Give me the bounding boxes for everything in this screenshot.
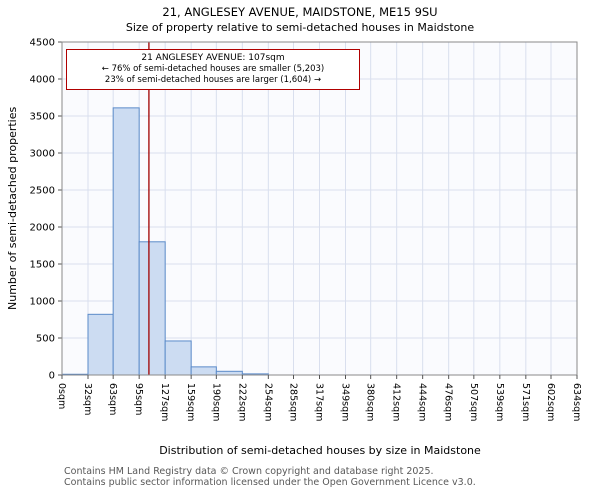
histogram-bar [164,340,192,376]
y-tick-label: 1500 [30,260,55,271]
chart-subtitle: Size of property relative to semi-detach… [125,21,475,34]
footer-attribution-2: Contains public sector information licen… [64,477,476,488]
histogram-bar [87,313,114,376]
x-tick-label: 95sqm [133,383,144,415]
y-tick-label: 2000 [30,223,55,234]
x-tick-label: 0sqm [56,383,67,409]
y-tick-label: 500 [36,334,55,345]
x-tick-label: 222sqm [236,383,247,421]
y-tick-label: 2500 [30,186,55,197]
histogram-bar [215,370,243,376]
annotation-smaller-pct: ← 76% of semi-detached houses are smalle… [101,64,325,74]
x-tick-label: 127sqm [159,383,170,421]
y-tick-label: 1000 [30,297,55,308]
x-tick-label: 317sqm [314,383,325,421]
x-tick-label: 476sqm [443,383,454,421]
x-tick-label: 539sqm [494,383,505,421]
annotation-box: 21 ANGLESEY AVENUE: 107sqm ← 76% of semi… [66,49,360,90]
x-tick-label: 571sqm [520,383,531,421]
x-tick-label: 380sqm [365,383,376,421]
y-tick-label: 0 [49,371,55,382]
x-tick-label: 254sqm [262,383,273,421]
annotation-larger-pct: 23% of semi-detached houses are larger (… [104,75,322,85]
annotation-property-size: 21 ANGLESEY AVENUE: 107sqm [141,53,285,63]
y-tick-label: 3000 [30,149,55,160]
histogram-bar [112,107,140,376]
x-tick-label: 159sqm [185,383,196,421]
y-axis-title: Number of semi-detached properties [6,106,19,311]
y-tick-label: 4500 [30,38,55,49]
x-tick-label: 507sqm [468,383,479,421]
y-tick-label: 3500 [30,112,55,123]
histogram-bar [190,366,217,376]
x-tick-label: 349sqm [339,383,350,421]
x-tick-label: 602sqm [545,383,556,421]
x-tick-label: 412sqm [391,383,402,421]
footer-attribution-1: Contains HM Land Registry data © Crown c… [64,466,434,477]
x-tick-label: 32sqm [82,383,93,415]
x-tick-label: 634sqm [571,383,582,421]
x-tick-label: 190sqm [210,383,221,421]
x-tick-label: 285sqm [288,383,299,421]
x-tick-label: 444sqm [417,383,428,421]
x-axis-title: Distribution of semi-detached houses by … [159,444,481,457]
x-tick-label: 63sqm [107,383,118,415]
chart-title: 21, ANGLESEY AVENUE, MAIDSTONE, ME15 9SU [162,5,438,19]
histogram-bar [138,241,166,376]
y-tick-label: 4000 [30,75,55,86]
